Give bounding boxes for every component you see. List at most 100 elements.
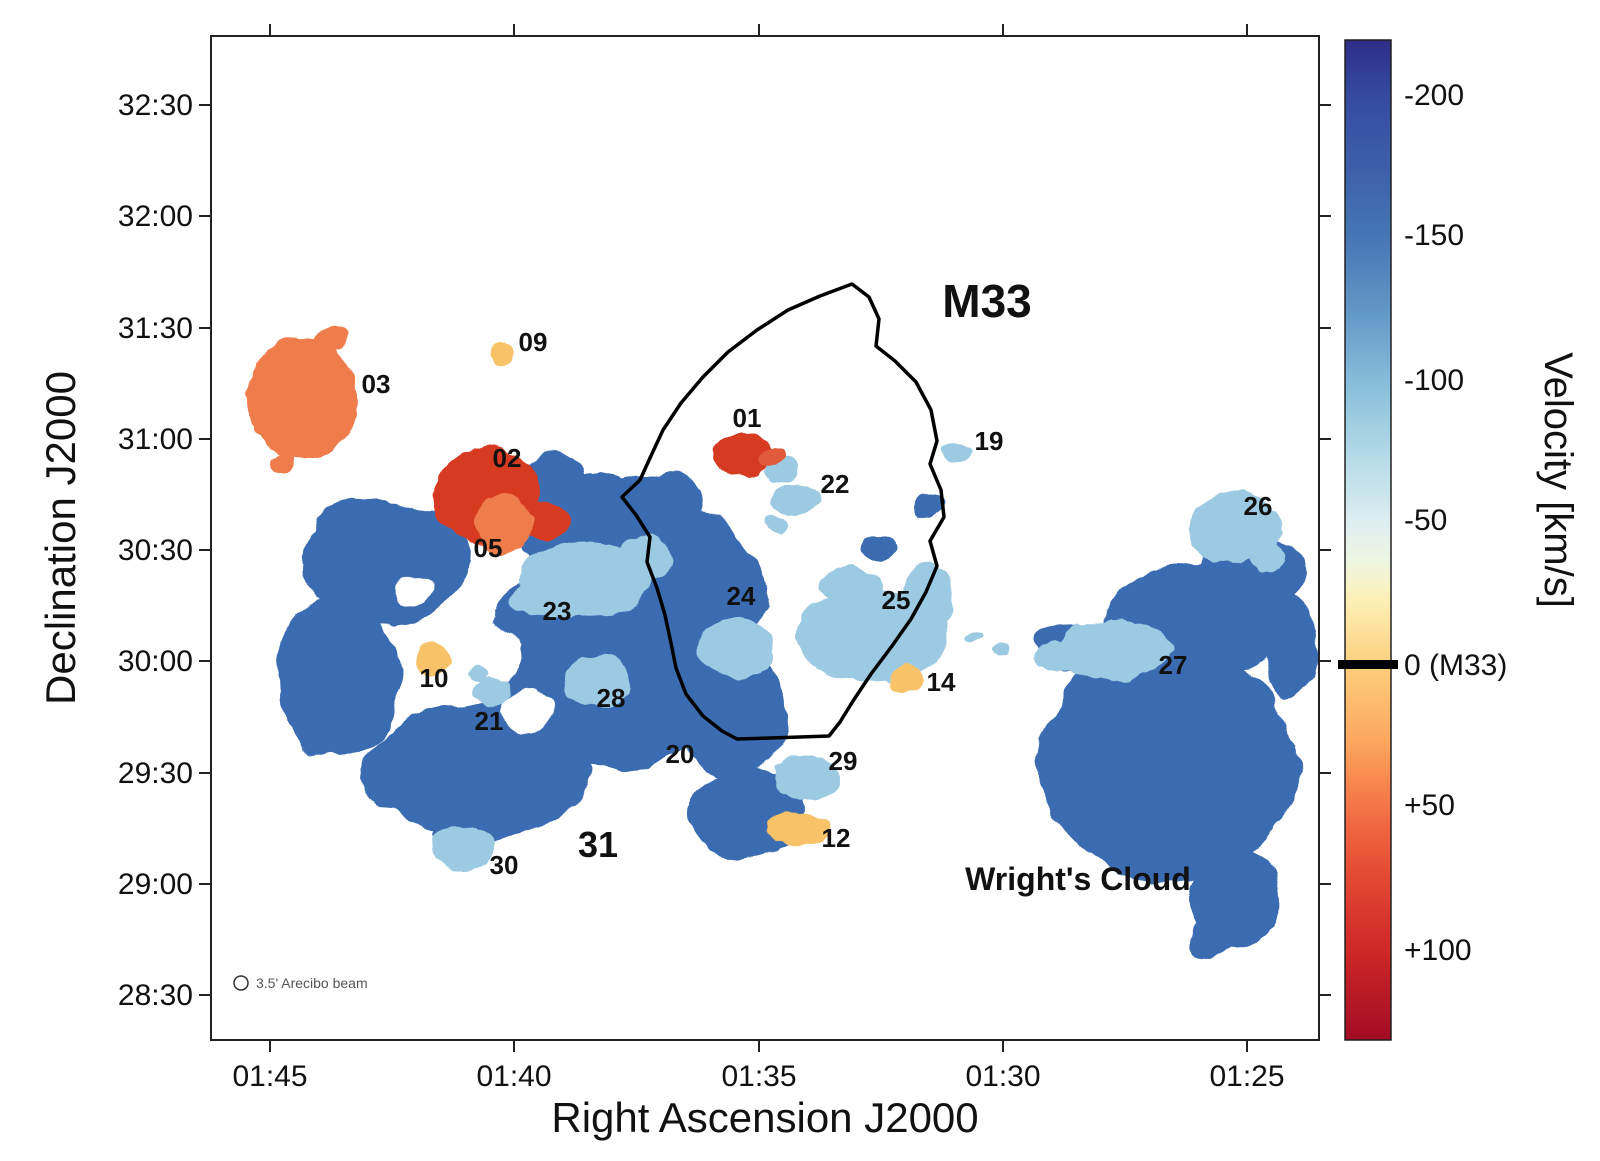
colorbar-tick-label: 0 (M33) (1404, 649, 1507, 682)
cloud-label-19: 19 (975, 426, 1004, 456)
cloud-labels: 01 02 03 05 09 10 12 14 19 20 21 22 23 2… (362, 275, 1273, 897)
cloud-blob (967, 632, 983, 644)
y-axis-title: Declination J2000 (37, 371, 84, 705)
cloud-22 (761, 515, 787, 533)
m33-label: M33 (942, 275, 1031, 327)
cloud-23 (615, 536, 675, 580)
cloud-21 (471, 676, 513, 708)
cloud-label-22: 22 (821, 469, 850, 499)
cloud-03 (268, 453, 296, 471)
cloud-26 (1248, 540, 1288, 572)
cloud-blob (1060, 665, 1180, 745)
y-tick-label: 30:00 (118, 645, 193, 678)
cloud-label-29: 29 (829, 746, 858, 776)
cloud-hole (504, 688, 556, 728)
cloud-27 (1059, 620, 1171, 680)
cloud-label-02: 02 (493, 443, 522, 473)
x-tick-label: 01:40 (476, 1060, 551, 1093)
cloud-label-14: 14 (927, 667, 956, 697)
cloud-blob (1192, 924, 1232, 960)
light-blue-clouds (432, 442, 1288, 870)
cloud-blob (276, 596, 400, 760)
cloud-label-21: 21 (475, 706, 504, 736)
cloud-01 (713, 435, 771, 475)
y-tick-label: 31:00 (118, 423, 193, 456)
cloud-12 (768, 811, 830, 845)
cloud-blob (992, 641, 1012, 655)
wrights-cloud-label: Wright's Cloud (965, 861, 1191, 897)
cloud-30 (432, 826, 494, 870)
cloud-label-23: 23 (543, 596, 572, 626)
cloud-28 (565, 656, 631, 708)
cloud-22 (774, 485, 818, 515)
x-tick-label: 01:30 (965, 1060, 1040, 1093)
cloud-label-31: 31 (578, 824, 618, 865)
cloud-label-05: 05 (474, 533, 503, 563)
cloud-14 (889, 664, 923, 694)
cloud-27 (1032, 640, 1084, 672)
plot-frame-group (199, 24, 1331, 1052)
colorbar: -200 -150 -100 -50 0 (M33) +50 +100 Velo… (1338, 39, 1580, 1041)
cloud-blob (1193, 846, 1277, 950)
axis-tick-labels: 01:45 01:40 01:35 01:30 01:25 32:30 32:0… (118, 89, 1285, 1093)
y-tick-label: 31:30 (118, 312, 193, 345)
beam-circle-icon (233, 975, 249, 991)
cloud-label-03: 03 (362, 369, 391, 399)
colorbar-tick-label: -150 (1404, 219, 1464, 252)
colorbar-zero-marker (1338, 660, 1398, 669)
colorbar-title: Velocity [km/s] (1536, 352, 1580, 608)
plot-frame (210, 35, 1320, 1041)
cloud-blob (1260, 590, 1316, 700)
colorbar-gradient (1344, 39, 1392, 1041)
cloud-03 (316, 327, 348, 349)
cloud-10 (417, 643, 451, 675)
cloud-blob (916, 495, 944, 515)
x-axis-title: Right Ascension J2000 (551, 1094, 978, 1141)
y-tick-label: 29:00 (118, 868, 193, 901)
cloud-03 (249, 336, 357, 460)
y-tick-label: 32:30 (118, 89, 193, 122)
cloud-09 (487, 341, 513, 367)
cloud-01 (758, 448, 784, 466)
cloud-29 (773, 756, 839, 800)
m33-contour (620, 282, 946, 741)
y-tick-label: 28:30 (118, 979, 193, 1012)
x-tick-label: 01:35 (721, 1060, 796, 1093)
cloud-24 (699, 618, 775, 678)
cloud-03 (254, 424, 270, 436)
colorbar-tick-label: +50 (1404, 789, 1455, 822)
cloud-blob (676, 650, 788, 774)
y-tick-label: 30:30 (118, 534, 193, 567)
cloud-25 (822, 566, 882, 606)
x-tick-label: 01:25 (1209, 1060, 1284, 1093)
y-tick-label: 29:30 (118, 757, 193, 790)
cloud-label-10: 10 (420, 663, 449, 693)
cloud-blob (858, 529, 902, 561)
cloud-hole (392, 574, 432, 602)
cloud-label-01: 01 (733, 403, 762, 433)
colorbar-tick-label: -100 (1404, 364, 1464, 397)
warm-clouds (249, 327, 923, 845)
colorbar-tick-label: -200 (1404, 79, 1464, 112)
cloud-19 (943, 442, 971, 462)
cloud-label-24: 24 (727, 581, 756, 611)
cloud-label-30: 30 (490, 850, 519, 880)
beam-label: 3.5' Arecibo beam (256, 975, 368, 991)
x-tick-label: 01:45 (232, 1060, 307, 1093)
cloud-23 (508, 584, 556, 616)
cloud-label-12: 12 (822, 823, 851, 853)
plot-area (249, 282, 1316, 960)
cloud-blob (525, 453, 585, 497)
cloud-label-20: 20 (666, 739, 695, 769)
y-tick-label: 32:00 (118, 200, 193, 233)
cloud-label-27: 27 (1159, 650, 1188, 680)
cloud-label-26: 26 (1244, 491, 1273, 521)
beam-legend: 3.5' Arecibo beam (233, 975, 368, 991)
cloud-label-25: 25 (882, 585, 911, 615)
cloud-blob (315, 500, 385, 550)
cloud-label-28: 28 (597, 683, 626, 713)
cloud-05 (475, 493, 535, 553)
cloud-21 (467, 664, 487, 680)
